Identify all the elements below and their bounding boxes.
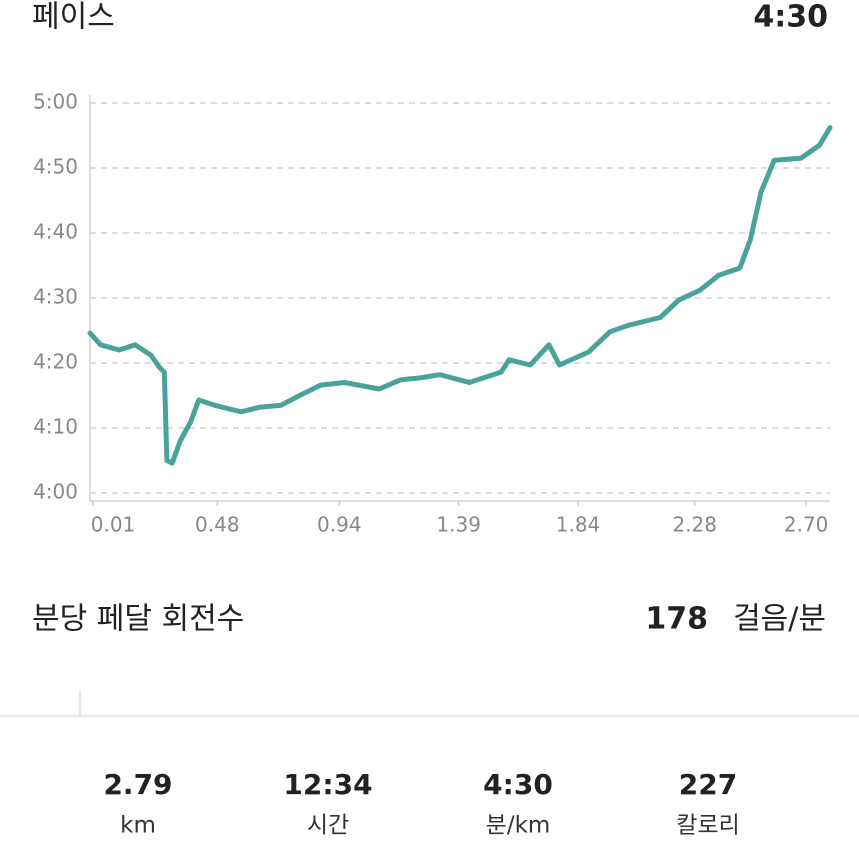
stat-label: 시간 — [307, 813, 349, 839]
y-tick-label: 4:10 — [33, 415, 78, 439]
pace-chart: 4:00 4:10 4:20 4:30 4:40 4:50 5:00 0.01 0.48 0.94… — [33, 90, 833, 537]
y-tick-label: 4:50 — [33, 155, 78, 179]
stat-value: 12:34 — [283, 768, 372, 801]
x-tick-label: 0.01 — [91, 513, 136, 537]
section-value: 4:30 — [753, 0, 828, 35]
y-tick-label: 4:00 — [33, 480, 78, 504]
y-tick-label: 4:20 — [33, 350, 78, 374]
x-tick-label: 0.48 — [195, 513, 240, 537]
y-tick-label: 4:40 — [33, 220, 78, 244]
x-tick-label: 0.94 — [317, 513, 362, 537]
stat-label: 칼로리 — [676, 813, 739, 839]
x-tick-label: 2.70 — [784, 513, 829, 537]
stat-value: 2.79 — [103, 768, 172, 801]
y-tick-label: 5:00 — [33, 90, 78, 114]
stats-bar — [0, 716, 859, 862]
stat-value: 4:30 — [483, 768, 553, 801]
stat-value: 227 — [679, 768, 737, 801]
stat-label: 분/km — [486, 813, 551, 839]
x-tick-label: 1.39 — [436, 513, 481, 537]
section-title: 분당 페달 회전수 — [32, 602, 244, 637]
cadence-unit: 걸음/분 — [733, 602, 826, 637]
x-tick-label: 2.28 — [672, 513, 717, 537]
pace-line — [87, 125, 833, 466]
cadence-value: 178 — [645, 602, 708, 637]
y-tick-label: 4:30 — [33, 285, 78, 309]
section-title: 페이스 — [32, 0, 115, 35]
stat-label: km — [120, 813, 156, 839]
stats: 2.79 km 12:34 시간 4:30 분/km 227 칼로리 — [103, 768, 739, 839]
x-tick-label: 1.84 — [556, 513, 601, 537]
